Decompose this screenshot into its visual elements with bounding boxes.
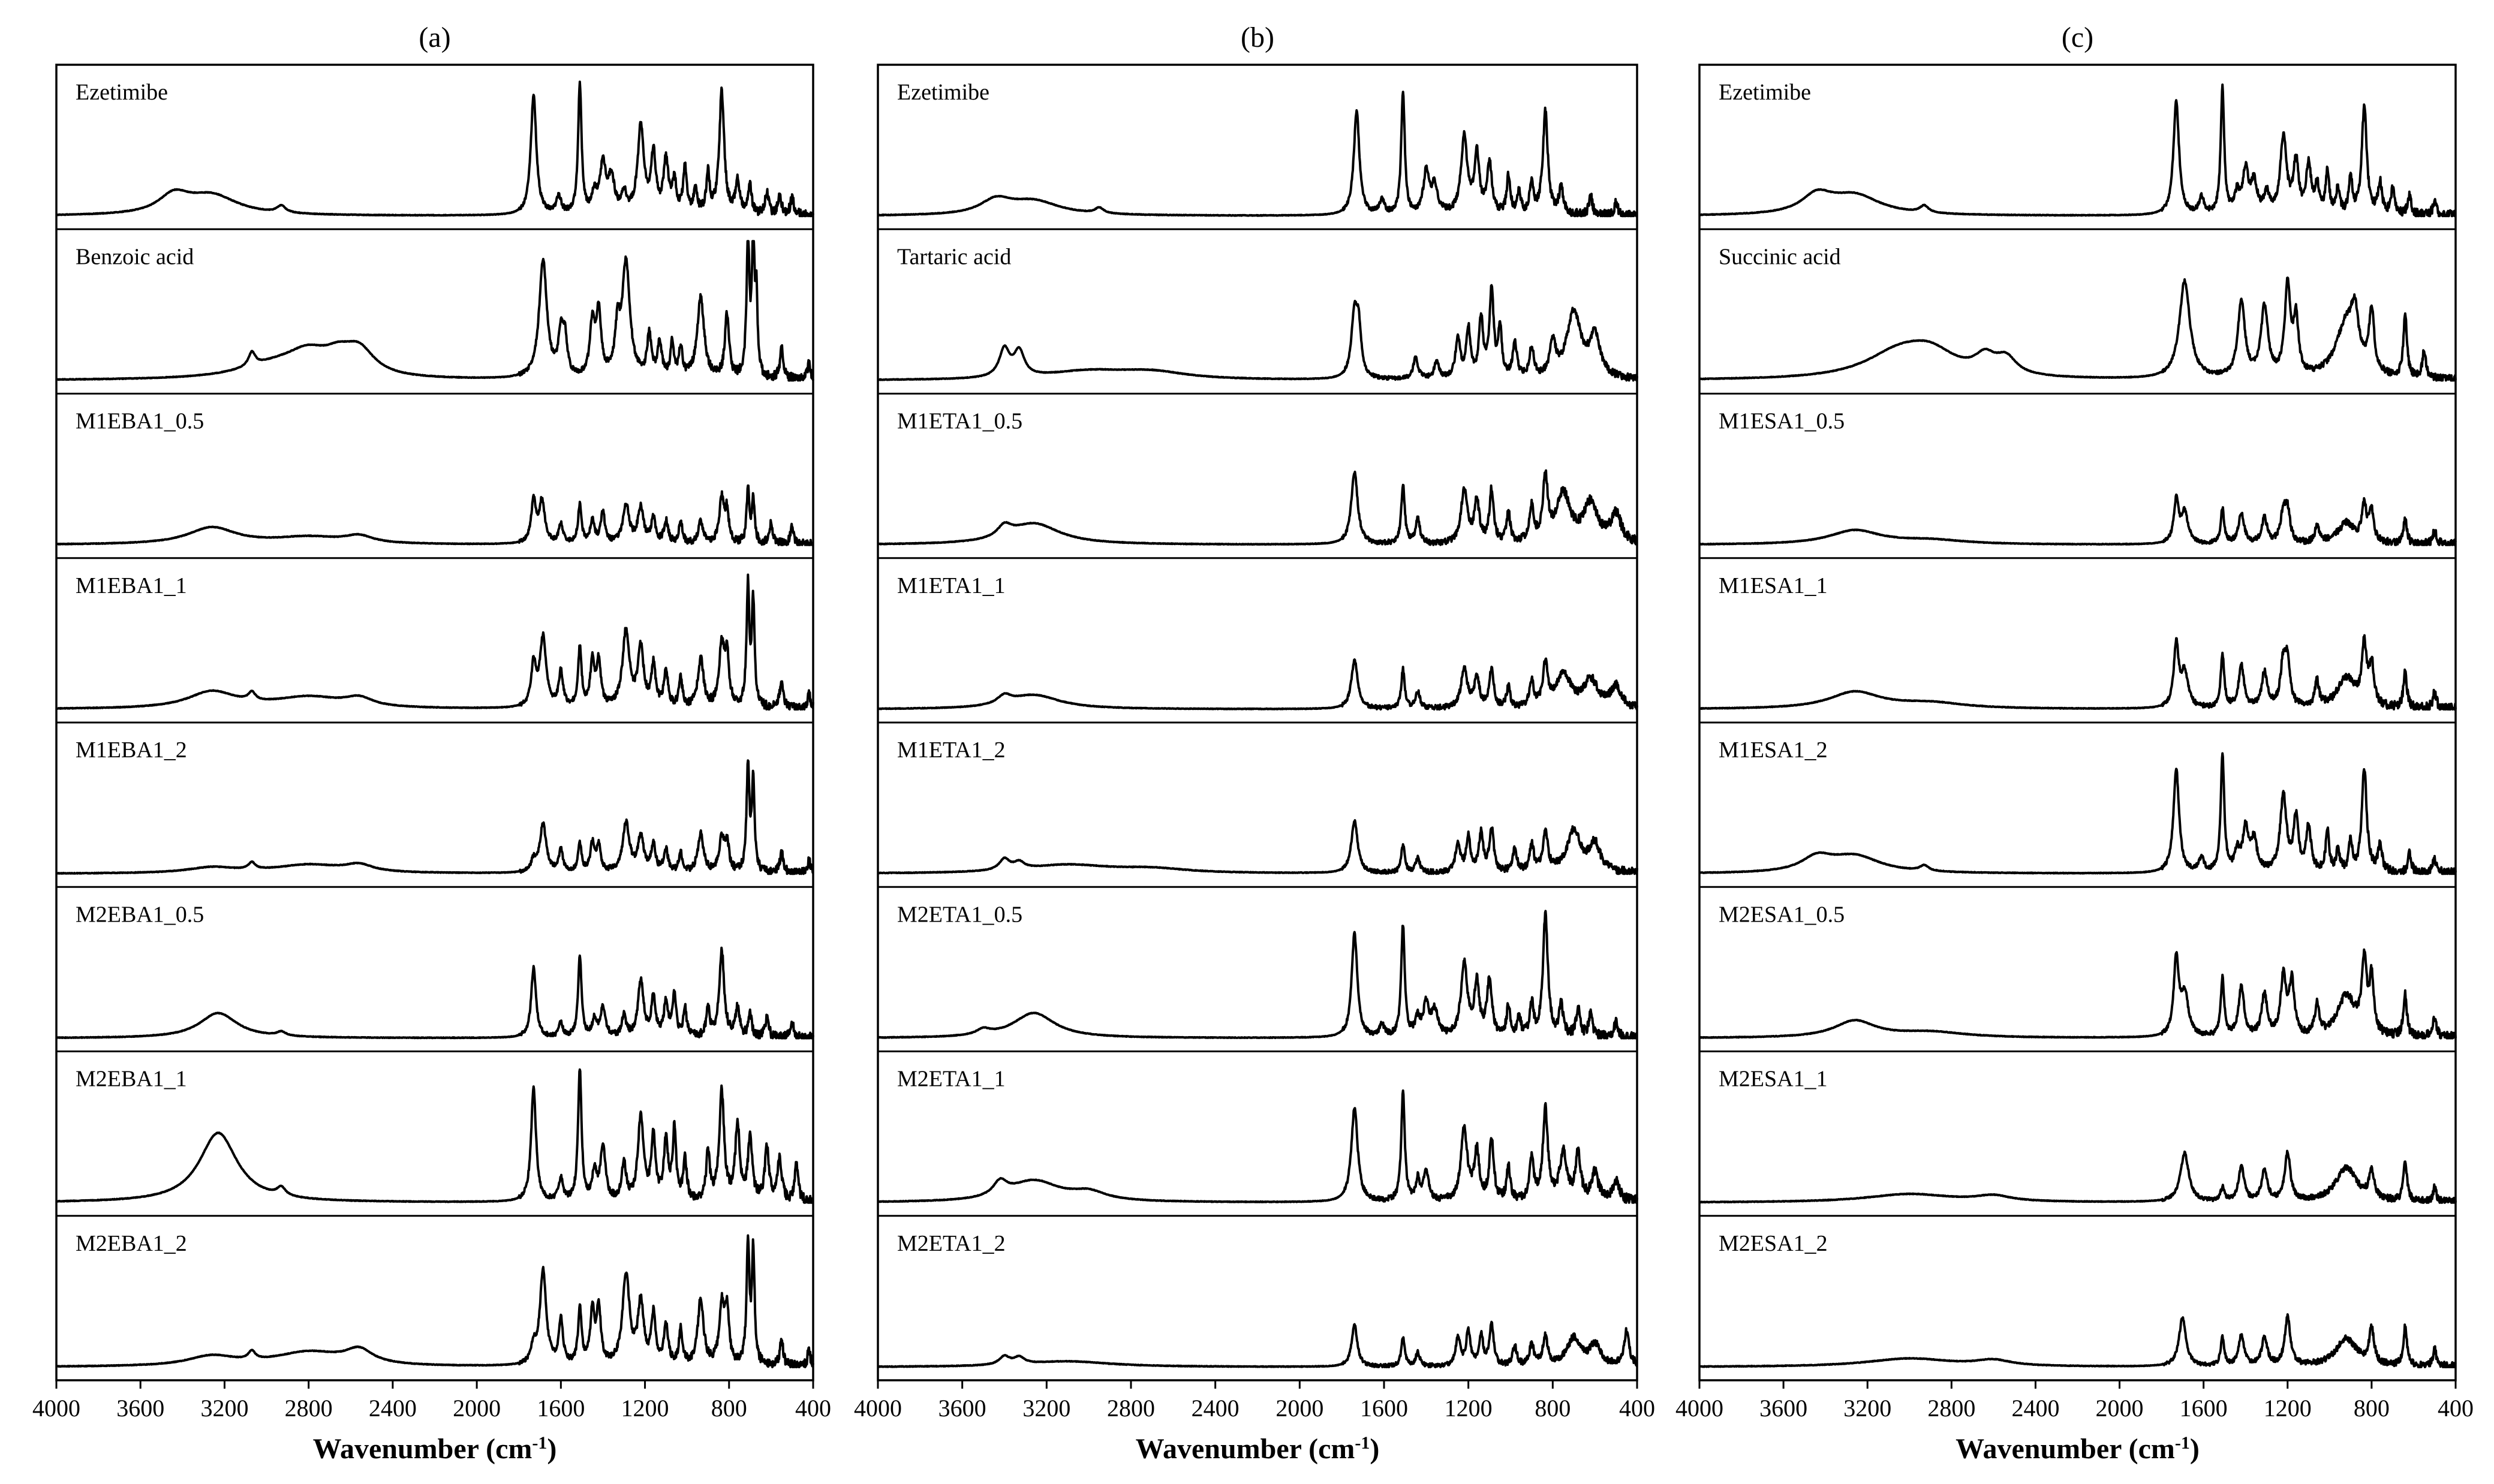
x-tick-label: 3200 [1022,1395,1070,1422]
series-label: M2ETA1_0.5 [897,902,1022,927]
series-label: M1ESA1_0.5 [1719,409,1845,434]
panel-label: (c) [2062,22,2093,53]
series-label: M1ETA1_0.5 [897,409,1022,434]
spectrum-line [55,573,814,711]
series-label: Ezetimibe [76,80,168,105]
x-axis-label: Wavenumber (cm-1) [1956,1433,2200,1465]
x-tick-label: 400 [795,1395,831,1422]
x-tick-label: 1200 [1445,1395,1493,1422]
x-tick-label: 3200 [1843,1395,1891,1422]
series-label: M1ESA1_2 [1719,738,1828,763]
spectrum-line [877,91,1638,218]
series-label: Tartaric acid [897,244,1011,269]
x-tick-label: 2400 [1192,1395,1240,1422]
x-tick-label: 2800 [1107,1395,1155,1422]
panel-label: (a) [419,22,450,53]
x-tick-label: 4000 [32,1395,80,1422]
panel-b: (b) Ezetimibe Tartaric acid M1ETA1_0.5 M1ETA… [854,22,1655,1465]
x-tick-label: 2000 [1275,1395,1323,1422]
plot-frame [877,64,1638,1381]
series-label: M1ETA1_1 [897,573,1006,598]
x-tick-label: 1600 [1360,1395,1408,1422]
spectrum-line [1698,493,2457,546]
x-tick-label: 1600 [2180,1395,2228,1422]
spectrum-line [877,657,1638,711]
x-tick-label: 400 [2438,1395,2474,1422]
series-label: M1EBA1_1 [76,573,187,598]
series-label: M2ESA1_2 [1719,1231,1828,1256]
x-tick-label: 3600 [116,1395,164,1422]
x-tick-label: 400 [1619,1395,1655,1422]
spectrum-line [1698,1313,2457,1368]
series-label: M2EBA1_1 [76,1067,187,1092]
x-tick-label: 800 [1535,1395,1571,1422]
spectrum-line [877,469,1638,546]
series-label: M2ETA1_2 [897,1231,1006,1256]
plot-frame [1698,64,2457,1381]
spectrum-line [55,1234,814,1368]
spectrum-line [877,1089,1638,1204]
series-label: M1ESA1_1 [1719,573,1828,598]
spectrum-line [55,1068,814,1204]
x-tick-label: 3200 [200,1395,248,1422]
x-tick-label: 2000 [453,1395,501,1422]
spectrum-line [55,946,814,1040]
x-tick-label: 2000 [2096,1395,2144,1422]
spectrum-line [1698,948,2457,1040]
series-label: Ezetimibe [1719,80,1811,105]
x-tick-label: 4000 [854,1395,902,1422]
spectrum-line [55,484,814,546]
series-label: Benzoic acid [76,244,194,269]
x-tick-label: 2400 [369,1395,417,1422]
series-label: M2EBA1_2 [76,1231,187,1256]
spectrum-line [877,819,1638,875]
panel-label: (b) [1241,22,1274,53]
series-label: Ezetimibe [897,80,989,105]
spectrum-line [877,910,1638,1040]
x-axis-label: Wavenumber (cm-1) [313,1433,557,1465]
panel-c: (c) Ezetimibe Succinic acid M1ESA1_0.5 M1ESA… [1675,22,2474,1465]
x-tick-label: 4000 [1675,1395,1723,1422]
series-label: M1EBA1_2 [76,738,187,763]
series-label: M2EBA1_0.5 [76,902,204,927]
spectrum-line [1698,276,2457,382]
x-tick-label: 1200 [621,1395,669,1422]
x-tick-label: 2800 [1927,1395,1975,1422]
x-axis-label: Wavenumber (cm-1) [1136,1433,1380,1465]
spectrum-line [877,284,1638,382]
x-tick-label: 2400 [2011,1395,2059,1422]
x-tick-label: 1200 [2264,1395,2312,1422]
spectrum-line [1698,1149,2457,1204]
series-label: M1EBA1_0.5 [76,409,204,434]
x-tick-label: 3600 [938,1395,986,1422]
series-label: M2ESA1_1 [1719,1067,1828,1092]
x-tick-label: 2800 [285,1395,333,1422]
plot-frame [55,64,814,1381]
x-tick-label: 1600 [537,1395,585,1422]
spectrum-line [55,80,814,218]
spectrum-line [1698,752,2457,875]
x-tick-label: 3600 [1759,1395,1807,1422]
spectrum-line [877,1320,1638,1368]
x-tick-label: 800 [711,1395,747,1422]
series-label: M2ETA1_1 [897,1067,1006,1092]
spectrum-line [1698,83,2457,218]
spectrum-line [55,240,814,382]
series-label: Succinic acid [1719,244,1841,269]
spectrum-line [55,759,814,875]
spectrum-line [1698,634,2457,711]
x-tick-label: 800 [2354,1395,2390,1422]
series-label: M2ESA1_0.5 [1719,902,1845,927]
panel-a: (a) Ezetimibe Benzoic acid M1EBA1_0.5 M1EBA1… [32,22,831,1465]
series-label: M1ETA1_2 [897,738,1006,763]
